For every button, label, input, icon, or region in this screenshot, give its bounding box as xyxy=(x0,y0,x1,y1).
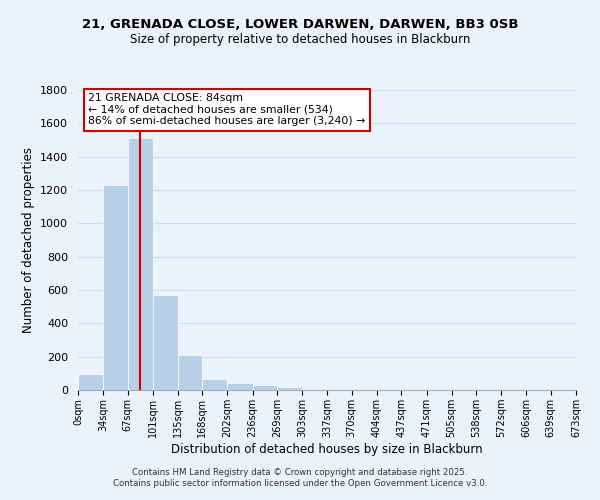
Text: Size of property relative to detached houses in Blackburn: Size of property relative to detached ho… xyxy=(130,32,470,46)
X-axis label: Distribution of detached houses by size in Blackburn: Distribution of detached houses by size … xyxy=(171,442,483,456)
Bar xyxy=(78,374,103,390)
Bar xyxy=(153,295,178,390)
Bar xyxy=(253,385,277,390)
Bar xyxy=(227,382,253,390)
Text: Contains HM Land Registry data © Crown copyright and database right 2025.
Contai: Contains HM Land Registry data © Crown c… xyxy=(113,468,487,487)
Bar xyxy=(178,355,202,390)
Bar xyxy=(103,185,128,390)
Y-axis label: Number of detached properties: Number of detached properties xyxy=(22,147,35,333)
Bar xyxy=(128,138,153,390)
Bar xyxy=(277,386,302,390)
Text: 21, GRENADA CLOSE, LOWER DARWEN, DARWEN, BB3 0SB: 21, GRENADA CLOSE, LOWER DARWEN, DARWEN,… xyxy=(82,18,518,30)
Bar xyxy=(202,379,227,390)
Text: 21 GRENADA CLOSE: 84sqm
← 14% of detached houses are smaller (534)
86% of semi-d: 21 GRENADA CLOSE: 84sqm ← 14% of detache… xyxy=(88,93,365,126)
